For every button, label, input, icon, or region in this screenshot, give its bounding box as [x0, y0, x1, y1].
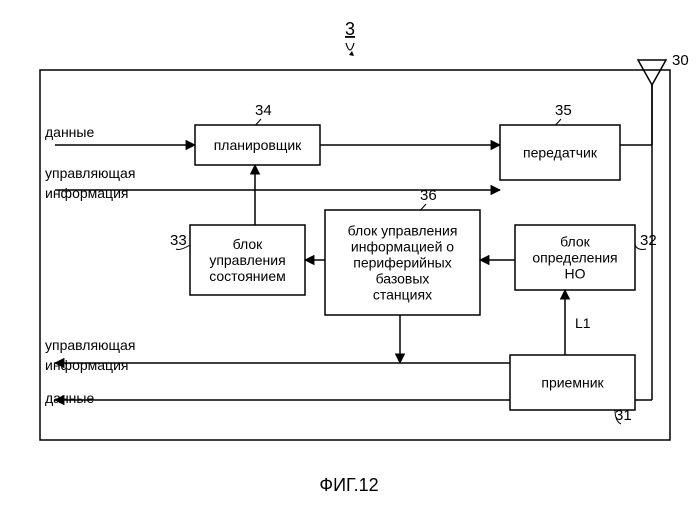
state_ctrl-id: 33 [170, 232, 187, 249]
system-id-pointer [346, 43, 354, 50]
io-label-data_out: данные [45, 390, 94, 406]
peripheral_ctrl-label: блок управления [348, 223, 458, 239]
ho_detect-label: HO [565, 266, 586, 282]
antenna-icon [638, 60, 666, 85]
transmitter-id: 35 [555, 102, 572, 119]
receiver-block: приемник31 [510, 355, 635, 424]
scheduler-label: планировщик [214, 137, 302, 153]
antenna-label: 30 [672, 52, 689, 69]
io-label-ctrl_out_b: информация [45, 357, 128, 373]
io-label-data_in: данные [45, 124, 94, 140]
receiver-label: приемник [541, 375, 604, 391]
peripheral_ctrl-label: периферийных [353, 255, 452, 271]
scheduler-id: 34 [255, 102, 272, 119]
io-label-ctrl_out_a: управляющая [45, 337, 135, 353]
peripheral_ctrl-label: базовых [376, 271, 430, 287]
state_ctrl-label: блок [233, 236, 264, 252]
system-id-label: 3 [345, 19, 355, 39]
ho_detect-label: определения [532, 250, 617, 266]
io-label-ctrl_in_b: информация [45, 185, 128, 201]
transmitter-label: передатчик [523, 145, 598, 161]
ho_detect-id: 32 [640, 232, 657, 249]
peripheral_ctrl-block: блок управленияинформацией опериферийных… [325, 187, 480, 315]
ho_detect-block: блокопределенияHO 32 [515, 225, 657, 290]
state_ctrl-block: блокуправлениясостоянием 33 [170, 225, 305, 295]
io-label-ctrl_in_a: управляющая [45, 165, 135, 181]
transmitter-block: передатчик 35 [500, 102, 620, 180]
io-label-l1: L1 [575, 315, 591, 331]
state_ctrl-label: управления [209, 252, 285, 268]
state_ctrl-label: состоянием [209, 268, 286, 284]
peripheral_ctrl-label: станциях [373, 287, 432, 303]
scheduler-block: планировщик 34 [195, 102, 320, 165]
peripheral_ctrl-label: информацией о [351, 239, 454, 255]
ho_detect-label: блок [560, 234, 591, 250]
